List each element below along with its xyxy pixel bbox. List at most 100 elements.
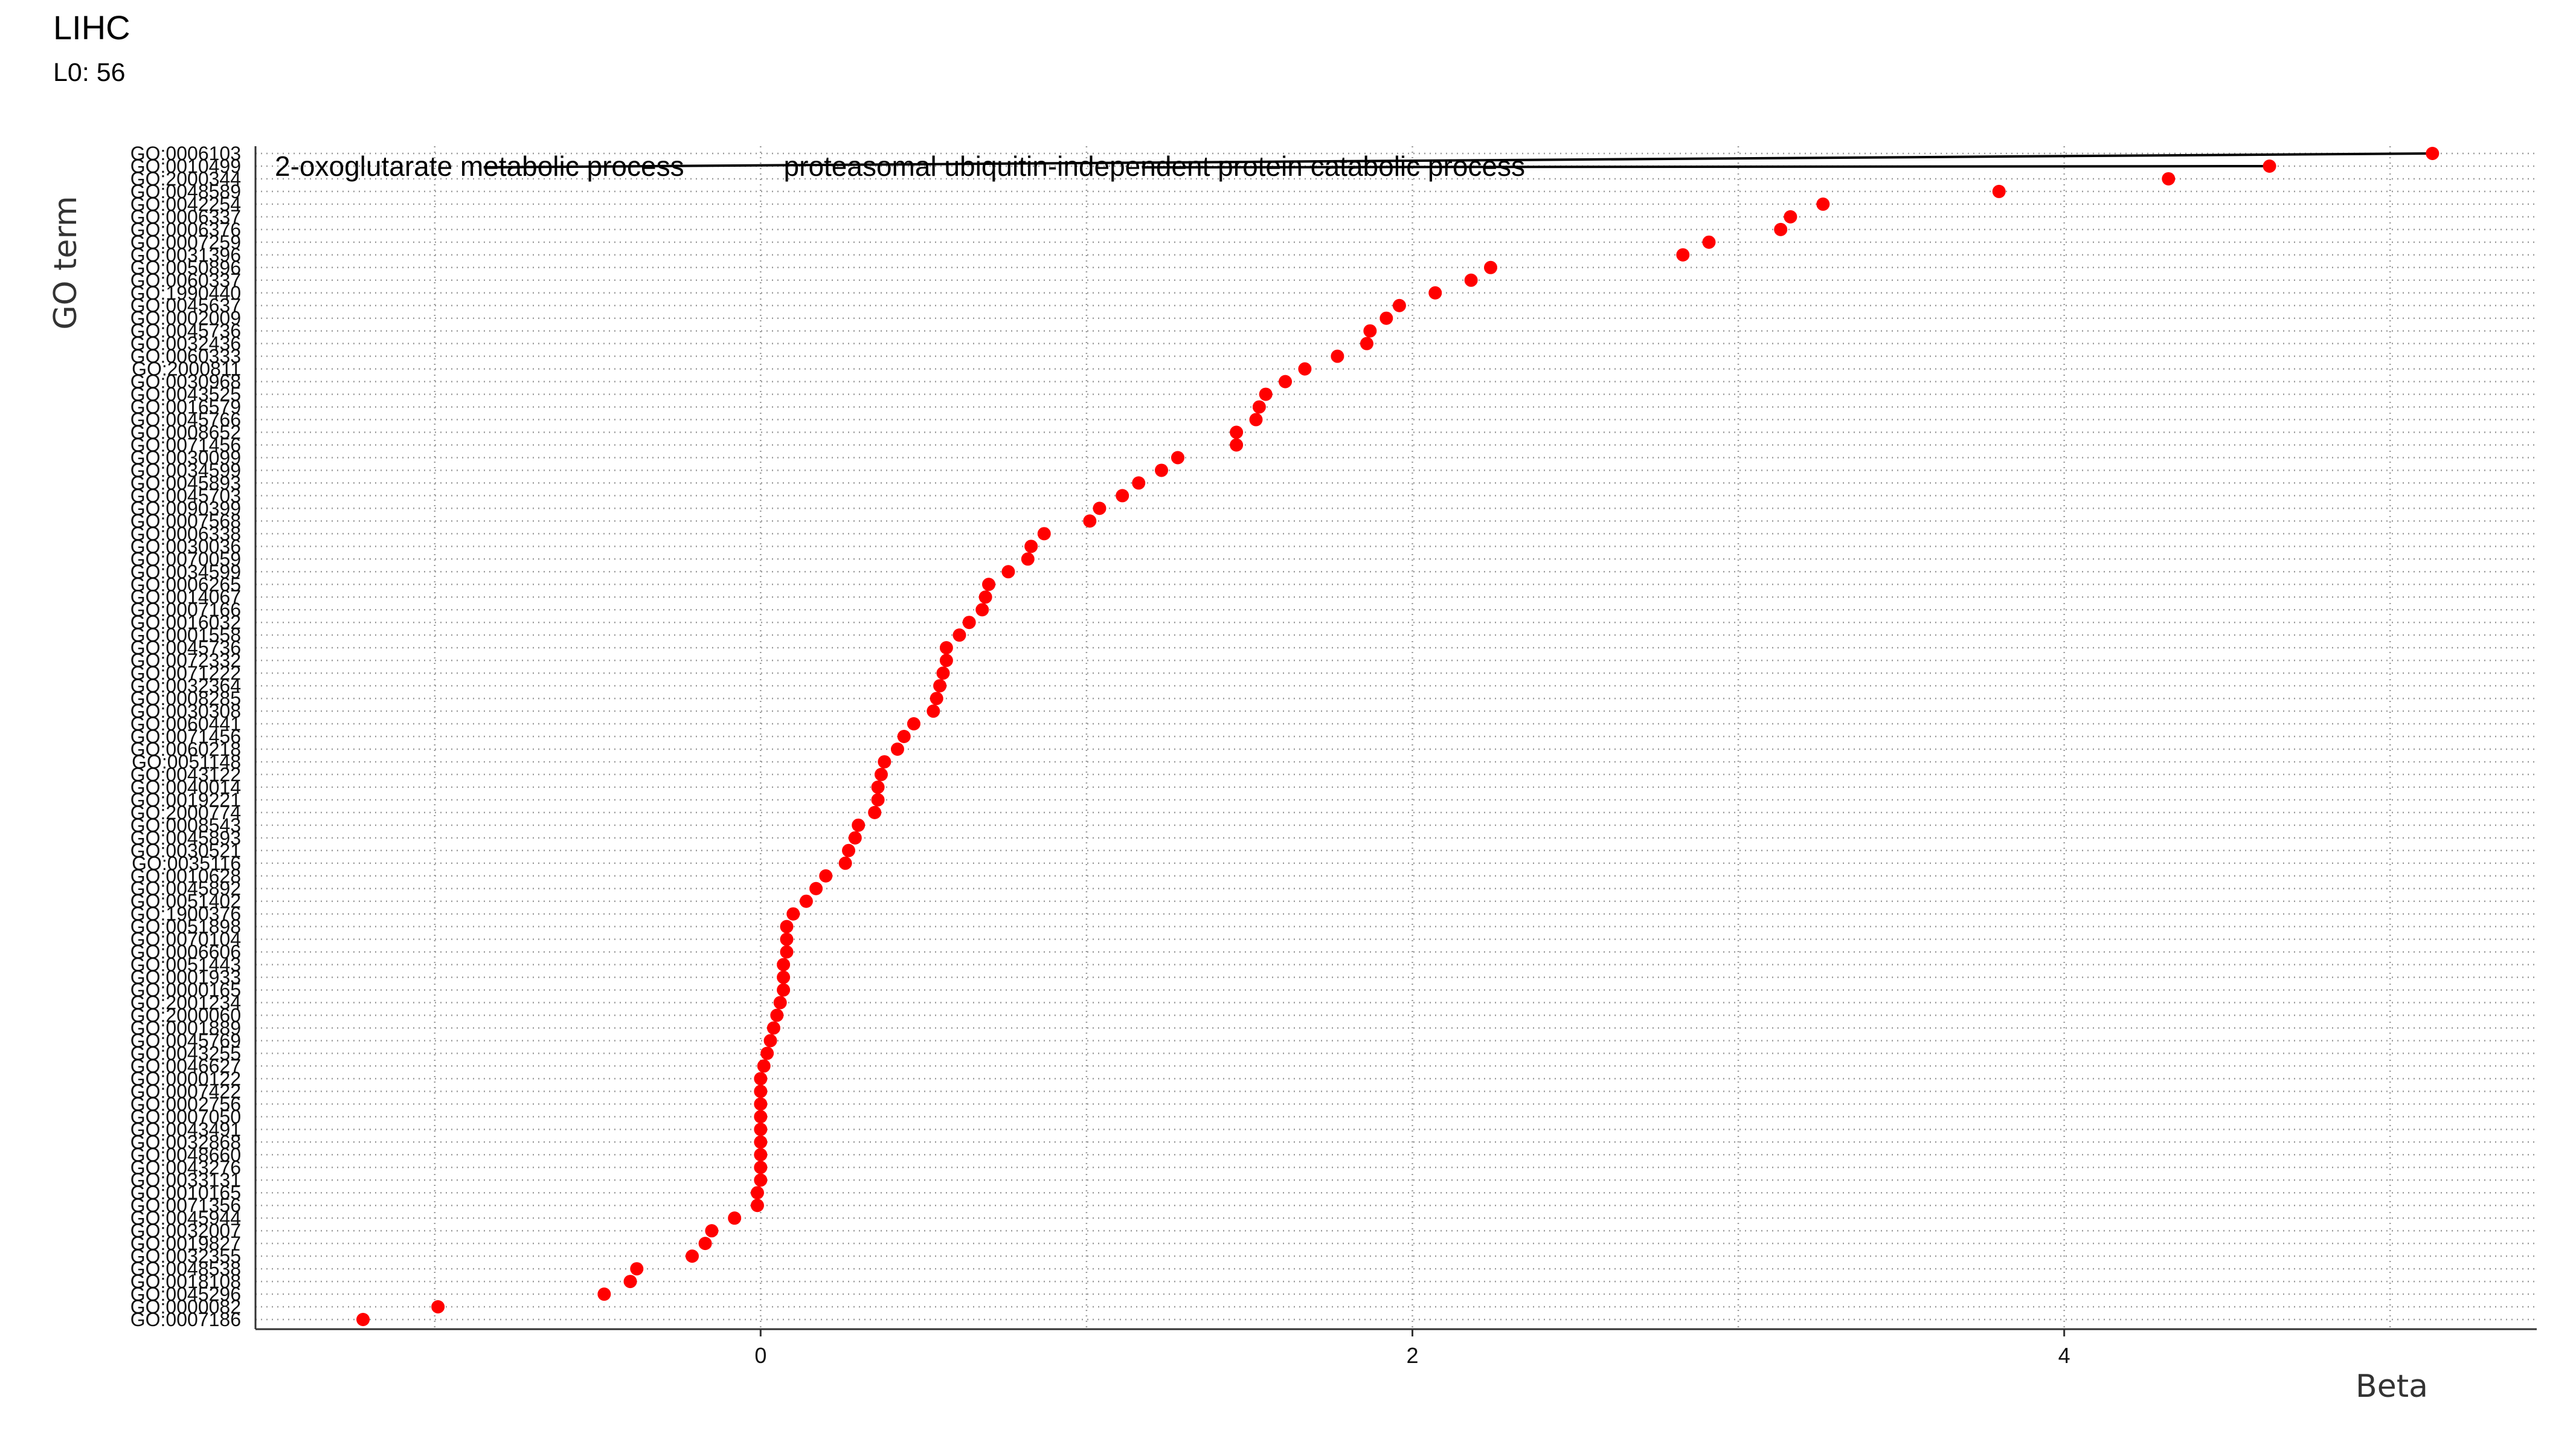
y-tick-label: GO:0032355 (130, 1245, 241, 1267)
data-point (1279, 375, 1293, 388)
data-point (1464, 273, 1478, 287)
y-tick-label: GO:0043525 (130, 384, 241, 405)
y-tick-label: GO:0030036 (130, 535, 241, 557)
y-tick-label: GO:0006338 (130, 523, 241, 544)
y-tick-label: GO:0045296 (130, 1283, 241, 1305)
data-point (754, 1161, 768, 1174)
data-point (1360, 337, 1373, 350)
data-point (871, 780, 885, 794)
y-tick-label: GO:0032436 (130, 333, 241, 355)
data-point (597, 1287, 611, 1301)
y-tick-label: GO:0001558 (130, 624, 241, 646)
data-point (2263, 159, 2276, 173)
y-tick-label: GO:0070059 (130, 548, 241, 570)
y-tick-label: GO:0018108 (130, 1271, 241, 1292)
y-tick-label: GO:0000082 (130, 1296, 241, 1318)
data-point (777, 983, 791, 997)
data-point (1249, 413, 1263, 427)
y-tick-label: GO:0050896 (130, 257, 241, 279)
x-tick-label: 4 (2058, 1343, 2070, 1368)
data-point (799, 894, 813, 908)
y-tick-label: GO:0040014 (130, 776, 241, 798)
data-point (1230, 425, 1244, 439)
data-point (978, 590, 992, 604)
annotation-segment (1142, 164, 2270, 169)
data-point (754, 1084, 768, 1098)
data-point (780, 920, 794, 933)
y-tick-label: GO:0045893 (130, 827, 241, 849)
data-point (766, 1021, 780, 1035)
y-tick-label: GO:0048660 (130, 1144, 241, 1165)
y-tick-label: GO:0043122 (130, 764, 241, 785)
y-tick-label: GO:0008543 (130, 814, 241, 836)
data-point (871, 793, 885, 807)
data-point (750, 1199, 764, 1213)
y-tick-label: GO:0016579 (130, 396, 241, 418)
data-point (431, 1300, 445, 1314)
y-tick-label: GO:0002756 (130, 1093, 241, 1115)
y-tick-label: GO:2000060 (130, 1005, 241, 1026)
y-tick-label: GO:0051148 (132, 751, 241, 773)
y-tick-label: GO:0007166 (130, 599, 241, 620)
y-tick-label: GO:0008285 (130, 688, 241, 709)
y-tick-label: GO:0008652 (130, 422, 241, 443)
data-point (930, 692, 943, 706)
y-tick-label: GO:0019221 (130, 789, 241, 811)
data-point (962, 616, 976, 630)
y-tick-label: GO:0001889 (130, 1017, 241, 1039)
data-point (763, 1034, 777, 1048)
y-tick-label: GO:0006103 (130, 143, 241, 164)
y-tick-label: GO:0051402 (130, 891, 241, 912)
data-point (757, 1059, 771, 1073)
y-tick-label: GO:0034599 (130, 561, 241, 582)
data-point (890, 742, 904, 756)
grid-layer (255, 146, 2537, 1329)
y-tick-label: GO:0051898 (130, 916, 241, 938)
y-tick-label: GO:0071456 (130, 434, 241, 456)
y-tick-label: GO:0030099 (130, 446, 241, 468)
y-tick-label: GO:0060441 (130, 713, 241, 735)
data-point (1298, 362, 1312, 376)
data-point (878, 755, 891, 768)
y-tick-label: GO:0014067 (130, 586, 241, 608)
y-tick-label: GO:0001933 (130, 967, 241, 988)
data-point (819, 869, 833, 883)
data-point (1252, 400, 1266, 414)
y-tick-label: GO:0034599 (130, 459, 241, 481)
data-point (754, 1110, 768, 1124)
y-tick-label: GO:0010499 (130, 155, 241, 177)
y-tick-label: GO:0070104 (130, 929, 241, 950)
data-point (2426, 147, 2439, 160)
data-point (770, 1008, 784, 1022)
y-tick-label: GO:0031396 (130, 244, 241, 266)
y-tick-label: GO:0032007 (130, 1220, 241, 1242)
y-tick-label: GO:1900376 (130, 903, 241, 925)
y-tick-label: GO:0006606 (130, 941, 241, 963)
data-point (907, 717, 920, 731)
chart-subtitle: L0: 56 (53, 58, 126, 87)
data-point (1171, 451, 1184, 465)
y-tick-label: GO:0007422 (130, 1080, 241, 1102)
data-point (1230, 438, 1244, 452)
data-point (1816, 197, 1830, 211)
y-tick-labels: GO:0006103GO:0010499GO:2000344GO:0048589… (130, 143, 241, 1330)
data-point (1784, 210, 1797, 224)
y-tick-label: GO:0046627 (130, 1055, 241, 1077)
data-point (780, 945, 794, 959)
y-tick-label: GO:0045637 (130, 295, 241, 317)
data-point (939, 641, 953, 655)
y-tick-label: GO:0090399 (130, 497, 241, 519)
data-point (982, 578, 996, 591)
data-point (1992, 184, 2006, 198)
y-tick-label: GO:0071456 (130, 726, 241, 747)
y-tick-label: GO:0048538 (130, 1258, 241, 1280)
data-point (1001, 565, 1015, 579)
y-tick-label: GO:0071222 (130, 662, 241, 684)
y-tick-label: GO:2000344 (130, 168, 241, 190)
chart-title: LIHC (53, 8, 130, 47)
y-tick-label: GO:0071356 (130, 1194, 241, 1216)
data-point (754, 1072, 768, 1086)
data-point (1259, 387, 1273, 401)
y-tick-label: GO:0045703 (130, 485, 241, 506)
data-point (754, 1097, 768, 1111)
